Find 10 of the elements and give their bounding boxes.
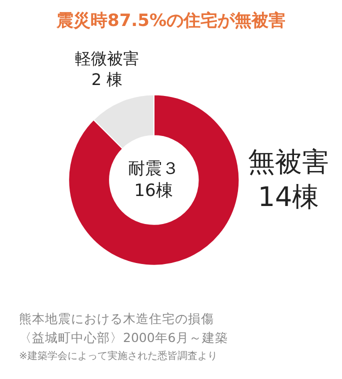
text: 熊本地震における木造住宅の損傷 <box>19 311 214 326</box>
text: 耐震３ 16棟 <box>128 159 179 202</box>
slice-label: 無被害 <box>248 147 329 178</box>
text: 〈益城町中心部〉2000年6月～建築 <box>19 330 228 345</box>
data-label: 2 棟 <box>91 70 123 89</box>
donut-slice <box>68 94 240 266</box>
text: ※建築学会によって実施された悉皆調査より <box>19 350 218 362</box>
data-label: 14棟 <box>258 182 320 214</box>
chart-title: 震災時87.5%の住宅が無被害 <box>56 10 286 31</box>
slice-label: 軽微被害 <box>75 49 139 68</box>
